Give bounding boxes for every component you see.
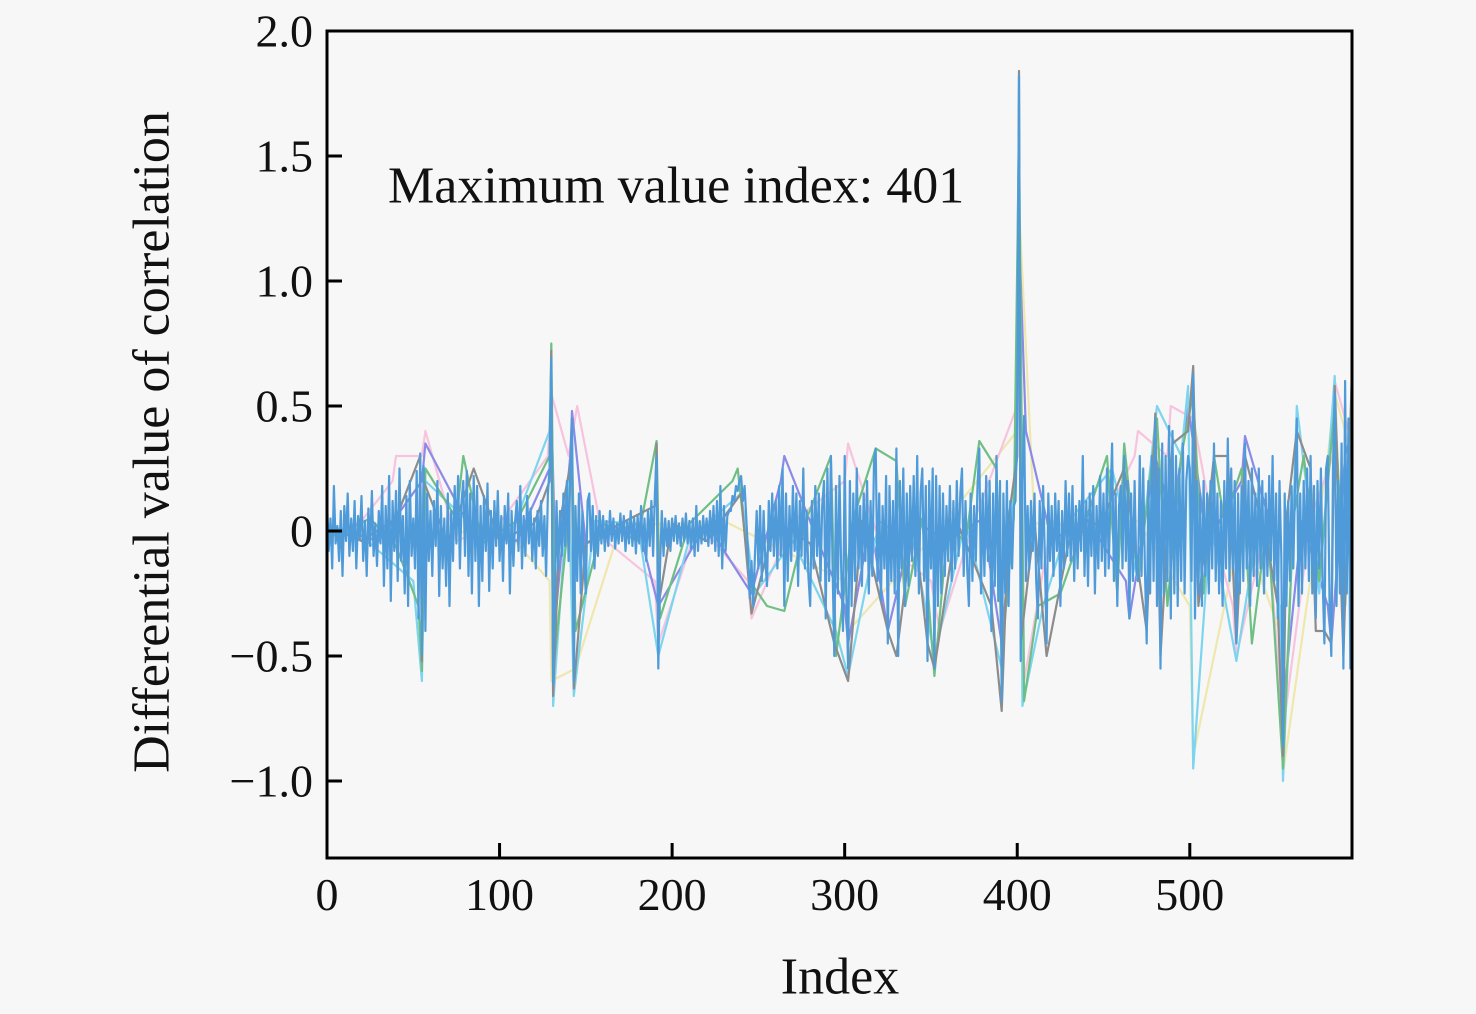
y-tick-label: 0.5 — [255, 380, 314, 432]
x-tick-label: 500 — [1155, 869, 1225, 920]
x-tick-label: 400 — [982, 869, 1052, 920]
max-value-annotation: Maximum value index: 401 — [388, 157, 965, 215]
x-tick-label: 200 — [637, 869, 707, 920]
y-tick-label: 2.0 — [255, 5, 314, 57]
x-axis-label: Index — [780, 948, 900, 1006]
y-tick-label: 1.0 — [255, 255, 314, 307]
y-axis-label: Differential value of correlation — [123, 111, 181, 773]
x-tick-label: 0 — [315, 869, 339, 920]
y-tick-label: 0 — [290, 505, 313, 557]
main-series-line — [325, 74, 1354, 748]
y-tick-label: −0.5 — [229, 630, 313, 682]
x-tick-label: 100 — [465, 869, 535, 920]
y-tick-label: −1.0 — [229, 755, 313, 807]
y-tick-label: 1.5 — [255, 130, 314, 182]
axes-spines — [325, 29, 1354, 860]
x-tick-label: 300 — [810, 869, 880, 920]
